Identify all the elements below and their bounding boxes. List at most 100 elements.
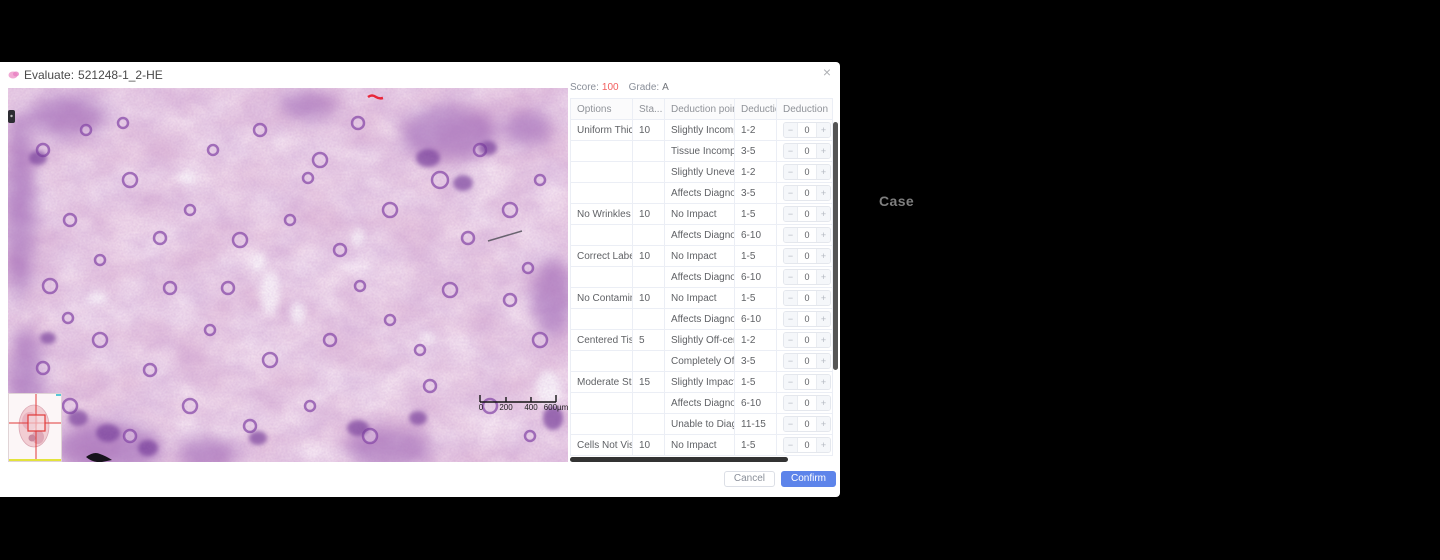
deduction-value-input[interactable]: 0 (797, 123, 817, 137)
increase-button[interactable]: + (817, 291, 830, 305)
decrease-button[interactable]: − (784, 375, 797, 389)
deduction-value-input[interactable]: 0 (797, 249, 817, 263)
dialog-footer: Cancel Confirm (723, 471, 836, 487)
deduction-value-input[interactable]: 0 (797, 165, 817, 179)
minimap-viewport[interactable] (27, 414, 46, 432)
increase-button[interactable]: + (817, 165, 830, 179)
increase-button[interactable]: + (817, 186, 830, 200)
deduction-value-input[interactable]: 0 (797, 186, 817, 200)
option-cell (570, 224, 633, 246)
col-deduction-point: Deduction point (664, 98, 735, 120)
decrease-button[interactable]: − (784, 165, 797, 179)
decrease-button[interactable]: − (784, 270, 797, 284)
deduction-table: Options Sta... Deduction point Deductio.… (570, 98, 833, 456)
close-icon[interactable]: × (822, 64, 831, 80)
increase-button[interactable]: + (817, 417, 830, 431)
increase-button[interactable]: + (817, 228, 830, 242)
table-row: Slightly Uneven 1-2 − 0 + (570, 161, 833, 183)
table-row: Affects Diagnosis 3-5 − 0 + (570, 182, 833, 204)
deduction-value-input[interactable]: 0 (797, 438, 817, 452)
deduction-point-cell: Affects Diagnosis (664, 266, 735, 288)
deduction-value-input[interactable]: 0 (797, 375, 817, 389)
decrease-button[interactable]: − (784, 291, 797, 305)
standard-cell (632, 308, 665, 330)
increase-button[interactable]: + (817, 123, 830, 137)
score-line: Score: 100 Grade: A (570, 82, 838, 94)
table-header-row: Options Sta... Deduction point Deductio.… (570, 98, 833, 120)
decrease-button[interactable]: − (784, 186, 797, 200)
deduction-point-cell: No Impact (664, 287, 735, 309)
horizontal-scrollbar[interactable] (570, 457, 788, 462)
deduction-range-cell: 1-5 (734, 287, 777, 309)
deduction-point-cell: No Impact (664, 203, 735, 225)
deduction-value-input[interactable]: 0 (797, 333, 817, 347)
table-row: Correct Labeling 10 No Impact 1-5 − 0 + (570, 245, 833, 267)
standard-cell (632, 350, 665, 372)
decrease-button[interactable]: − (784, 207, 797, 221)
decrease-button[interactable]: − (784, 123, 797, 137)
decrease-button[interactable]: − (784, 312, 797, 326)
increase-button[interactable]: + (817, 144, 830, 158)
deduction-point-cell: No Impact (664, 434, 735, 456)
edge-tab-dot (10, 114, 13, 118)
deduction-point-cell: Slightly Uneven (664, 161, 735, 183)
deduction-value-input[interactable]: 0 (797, 270, 817, 284)
deduction-cell: − 0 + (776, 140, 833, 162)
decrease-button[interactable]: − (784, 417, 797, 431)
deduction-stepper: − 0 + (783, 374, 831, 390)
increase-button[interactable]: + (817, 375, 830, 389)
deduction-value-input[interactable]: 0 (797, 354, 817, 368)
deduction-range-cell: 1-5 (734, 245, 777, 267)
deduction-value-input[interactable]: 0 (797, 417, 817, 431)
decrease-button[interactable]: − (784, 333, 797, 347)
deduction-stepper: − 0 + (783, 437, 831, 453)
deduction-value-input[interactable]: 0 (797, 207, 817, 221)
deduction-value-input[interactable]: 0 (797, 228, 817, 242)
cancel-button[interactable]: Cancel (723, 471, 775, 487)
minimap[interactable] (8, 393, 62, 462)
col-standard: Sta... (632, 98, 665, 120)
standard-cell (632, 161, 665, 183)
increase-button[interactable]: + (817, 396, 830, 410)
case-label: Case (879, 193, 915, 209)
increase-button[interactable]: + (817, 333, 830, 347)
deduction-cell: − 0 + (776, 329, 833, 351)
slide-icon (8, 69, 20, 81)
increase-button[interactable]: + (817, 438, 830, 452)
confirm-button[interactable]: Confirm (780, 471, 836, 487)
deduction-value-input[interactable]: 0 (797, 312, 817, 326)
minimap-cyan-mark (56, 394, 61, 396)
deduction-range-cell: 3-5 (734, 182, 777, 204)
table-row: Unable to Diagnose 11-15 − 0 + (570, 413, 833, 435)
col-options: Options (570, 98, 633, 120)
deduction-stepper: − 0 + (783, 185, 831, 201)
option-cell (570, 413, 633, 435)
decrease-button[interactable]: − (784, 396, 797, 410)
deduction-stepper: − 0 + (783, 143, 831, 159)
deduction-stepper: − 0 + (783, 332, 831, 348)
deduction-range-cell: 6-10 (734, 224, 777, 246)
vertical-scrollbar[interactable] (833, 122, 838, 370)
increase-button[interactable]: + (817, 270, 830, 284)
scale-tick-600: 600µm (543, 403, 568, 412)
deduction-value-input[interactable]: 0 (797, 144, 817, 158)
deduction-point-cell: Slightly Incomplete (664, 119, 735, 141)
score-value: 100 (601, 82, 619, 93)
slide-viewer[interactable]: 0 200 400 600µm (8, 88, 568, 462)
scale-tick-200: 200 (499, 403, 513, 412)
decrease-button[interactable]: − (784, 354, 797, 368)
dialog-header: Evaluate: 521248-1_2-HE × (0, 62, 840, 88)
increase-button[interactable]: + (817, 312, 830, 326)
decrease-button[interactable]: − (784, 249, 797, 263)
deduction-value-input[interactable]: 0 (797, 396, 817, 410)
decrease-button[interactable]: − (784, 144, 797, 158)
increase-button[interactable]: + (817, 207, 830, 221)
decrease-button[interactable]: − (784, 438, 797, 452)
increase-button[interactable]: + (817, 249, 830, 263)
decrease-button[interactable]: − (784, 228, 797, 242)
dialog-title-id: 521248-1_2-HE (78, 68, 163, 82)
deduction-point-cell: Tissue Incomplete (664, 140, 735, 162)
deduction-value-input[interactable]: 0 (797, 291, 817, 305)
deduction-stepper: − 0 + (783, 353, 831, 369)
increase-button[interactable]: + (817, 354, 830, 368)
